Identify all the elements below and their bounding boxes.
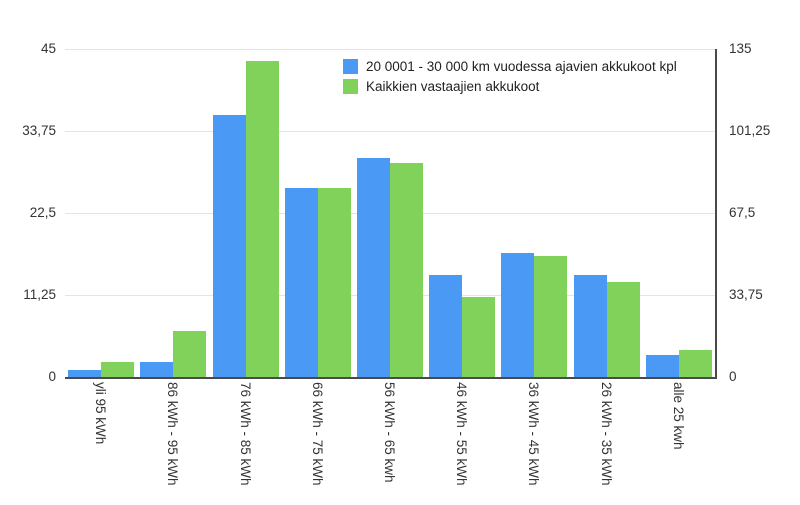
bar[interactable] (245, 61, 279, 377)
bar[interactable] (678, 350, 712, 377)
right-axis-line (715, 49, 717, 379)
gridline (65, 131, 715, 132)
plot-area (65, 49, 715, 377)
right-axis-tick-label: 33,75 (729, 287, 763, 302)
x-axis-tick-label: 36 kWh - 45 kWh (526, 382, 542, 486)
x-axis-tick-label: alle 25 kwh (670, 382, 686, 450)
bar[interactable] (212, 114, 246, 377)
right-axis-tick-label: 0 (729, 369, 737, 384)
bar[interactable] (606, 282, 640, 377)
bar[interactable] (356, 158, 390, 377)
x-axis-line (65, 377, 717, 379)
right-axis-tick-label: 135 (729, 41, 752, 56)
bar-group (209, 49, 281, 377)
x-axis-tick-label: 86 kWh - 95 kWh (165, 382, 181, 486)
legend-label: 20 0001 - 30 000 km vuodessa ajavien akk… (366, 58, 677, 74)
legend-label: Kaikkien vastaajien akkukoot (366, 78, 540, 94)
left-axis-tick-label: 33,75 (22, 123, 56, 138)
bar[interactable] (389, 163, 423, 377)
bar[interactable] (573, 274, 607, 377)
gridline (65, 49, 715, 50)
bar[interactable] (317, 187, 351, 377)
bar[interactable] (501, 253, 535, 377)
bar-group (137, 49, 209, 377)
legend-item[interactable]: 20 0001 - 30 000 km vuodessa ajavien akk… (343, 58, 677, 75)
bar[interactable] (68, 369, 102, 377)
bar-group (354, 49, 426, 377)
bar[interactable] (173, 330, 207, 377)
bar[interactable] (462, 296, 496, 377)
left-axis-tick-label: 11,25 (23, 287, 56, 302)
x-axis-labels: yli 95 kWh 86 kWh - 95 kWh 76 kWh - 85 kWh… (65, 382, 715, 502)
bars-layer (65, 49, 715, 377)
right-y-axis: 0 33,75 67,5 101,25 135 (729, 0, 799, 505)
bar-group (571, 49, 643, 377)
right-axis-tick-label: 67,5 (729, 205, 756, 220)
left-axis-tick-label: 0 (48, 369, 56, 384)
bar[interactable] (101, 362, 135, 377)
bar[interactable] (140, 362, 174, 377)
bar[interactable] (429, 274, 463, 377)
chart-legend: 20 0001 - 30 000 km vuodessa ajavien akk… (343, 58, 677, 95)
x-axis-tick-label: yli 95 kWh (93, 382, 109, 445)
x-axis-tick-label: 66 kWh - 75 kWh (309, 382, 325, 486)
bar-group (426, 49, 498, 377)
x-axis-tick-label: 46 kWh - 55 kWh (454, 382, 470, 486)
bar-group (498, 49, 570, 377)
bar[interactable] (534, 255, 568, 377)
bar-group (65, 49, 137, 377)
x-axis-tick-label: 76 kWh - 85 kWh (237, 382, 253, 486)
left-axis-tick-label: 22,5 (29, 205, 56, 220)
bar[interactable] (284, 187, 318, 377)
left-axis-tick-label: 45 (40, 41, 56, 56)
bar[interactable] (645, 355, 679, 377)
bar-group (643, 49, 715, 377)
x-axis-tick-label: 56 kWh - 65 kwh (382, 382, 397, 483)
bar-group (282, 49, 354, 377)
legend-swatch-icon (343, 79, 358, 94)
legend-item[interactable]: Kaikkien vastaajien akkukoot (343, 78, 677, 95)
left-y-axis: 0 11,25 22,5 33,75 45 (0, 0, 56, 505)
legend-swatch-icon (343, 59, 358, 74)
x-axis-tick-label: 26 kWh - 35 kWh (598, 382, 614, 486)
right-axis-tick-label: 101,25 (729, 123, 771, 138)
